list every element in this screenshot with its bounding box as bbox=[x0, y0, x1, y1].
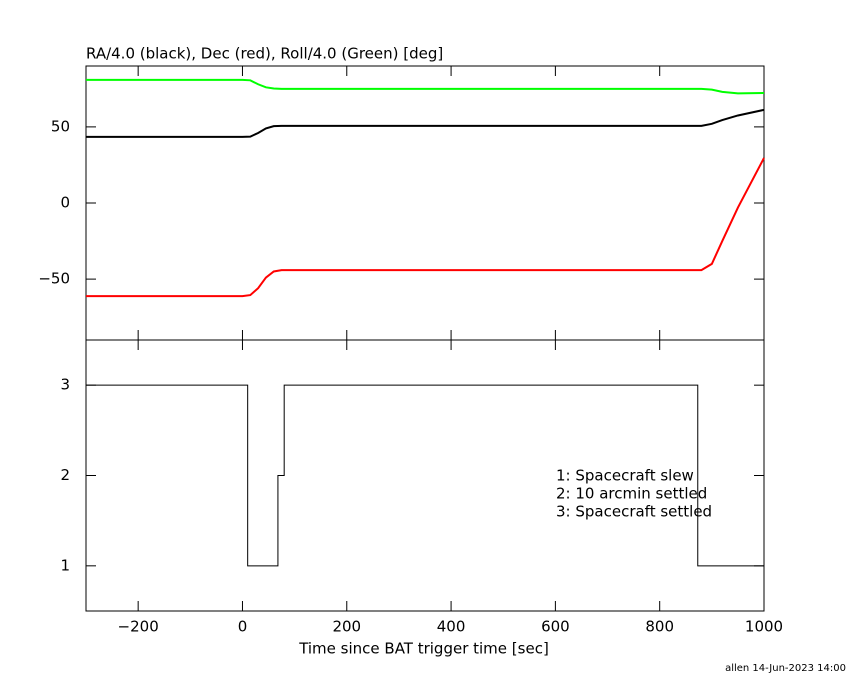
footer: allen 14-Jun-2023 14:00 bbox=[725, 663, 846, 674]
y-tick-label: 3 bbox=[60, 376, 70, 394]
annotation: 3: Spacecraft settled bbox=[556, 503, 712, 521]
x-tick-label: 400 bbox=[437, 618, 466, 636]
x-tick-label: −200 bbox=[118, 618, 159, 636]
y-tick-label: −50 bbox=[38, 270, 70, 288]
annotation: 1: Spacecraft slew bbox=[556, 467, 694, 485]
series-line bbox=[86, 108, 765, 138]
x-tick-label: 200 bbox=[332, 618, 361, 636]
annotation: 2: 10 arcmin settled bbox=[556, 485, 707, 503]
y-tick-label: 1 bbox=[60, 556, 70, 574]
x-tick-label: 0 bbox=[238, 618, 248, 636]
x-tick-label: 600 bbox=[541, 618, 570, 636]
y-tick-label: 50 bbox=[51, 117, 70, 135]
series-line bbox=[86, 78, 765, 95]
y-tick-label: 0 bbox=[60, 194, 70, 212]
chart-title: RA/4.0 (black), Dec (red), Roll/4.0 (Gre… bbox=[86, 45, 443, 63]
y-tick-label: 2 bbox=[60, 466, 70, 484]
x-tick-label: 1000 bbox=[745, 618, 783, 636]
series-line bbox=[86, 157, 765, 298]
step-line bbox=[86, 384, 764, 567]
x-tick-label: 800 bbox=[645, 618, 674, 636]
plot-frame bbox=[85, 65, 765, 341]
x-axis-label: Time since BAT trigger time [sec] bbox=[298, 640, 549, 658]
